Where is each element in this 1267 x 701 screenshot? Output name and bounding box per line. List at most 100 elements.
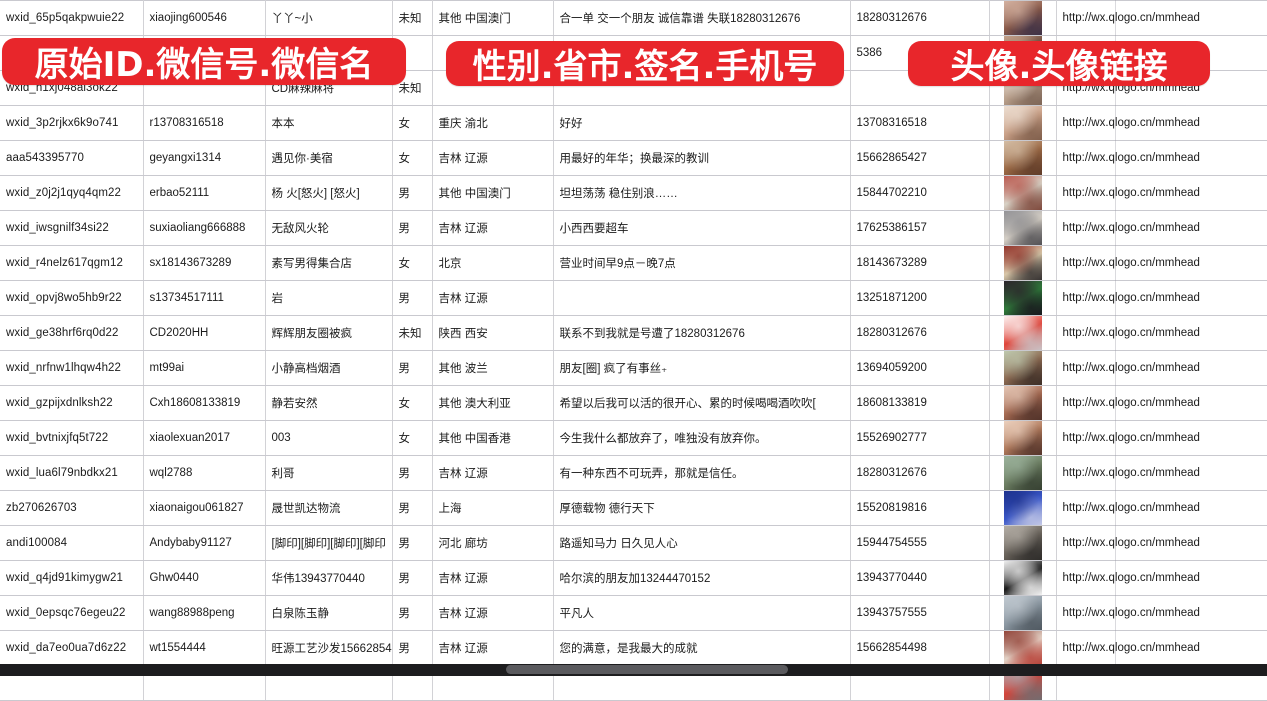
table-row[interactable]: wxid_65p5qakpwuie22 xiaojing600546 丫丫~小 未知其… xyxy=(0,0,1267,36)
cell-avatar-url[interactable]: http://wx.qlogo.cn/mmhead xyxy=(1056,140,1267,176)
cell-wechat-id[interactable]: mt99ai xyxy=(143,350,266,386)
cell-wechat-name[interactable]: 素写男得集合店 xyxy=(265,245,393,281)
cell-signature[interactable]: 坦坦荡荡 稳住别浪…… xyxy=(553,175,851,211)
cell-phone[interactable]: 13943757555 xyxy=(850,595,990,631)
cell-avatar-url[interactable]: http://wx.qlogo.cn/mmhead xyxy=(1056,490,1267,526)
cell-signature[interactable]: 有一种东西不可玩弄，那就是信任。 xyxy=(553,455,851,491)
cell-phone[interactable]: 13708316518 xyxy=(850,105,990,141)
cell-signature[interactable]: 您的满意，是我最大的成就 xyxy=(553,630,851,666)
cell-signature[interactable]: 营业时间早9点－晚7点 xyxy=(553,245,851,281)
cell-avatar[interactable] xyxy=(989,0,1057,36)
cell-wechat-name[interactable]: [脚印][脚印][脚印][脚印 xyxy=(265,525,393,561)
cell-signature[interactable]: 好好 xyxy=(553,105,851,141)
cell-avatar-url[interactable]: http://wx.qlogo.cn/mmhead xyxy=(1056,175,1267,211)
cell-phone[interactable]: 13943770440 xyxy=(850,560,990,596)
cell-phone[interactable]: 15662865427 xyxy=(850,140,990,176)
cell-gender[interactable]: 男 xyxy=(392,630,433,666)
cell-wechat-name[interactable]: 白泉陈玉静 xyxy=(265,595,393,631)
cell-phone[interactable]: 13251871200 xyxy=(850,280,990,316)
cell-original-id[interactable]: wxid_gzpijxdnlksh22 xyxy=(0,385,144,421)
cell-original-id[interactable]: wxid_65p5qakpwuie22 xyxy=(0,0,144,36)
cell-gender[interactable]: 未知 xyxy=(392,70,433,106)
table-row[interactable]: wxid_da7eo0ua7d6z22 wt1554444 旺源工艺沙发156628… xyxy=(0,630,1267,666)
cell-avatar[interactable] xyxy=(989,595,1057,631)
cell-wechat-id[interactable]: suxiaoliang666888 xyxy=(143,210,266,246)
cell-wechat-name[interactable]: 静若安然 xyxy=(265,385,393,421)
cell-original-id[interactable]: wxid_bvtnixjfq5t722 xyxy=(0,420,144,456)
cell-wechat-name[interactable]: 杨 火[怒火] [怒火] xyxy=(265,175,393,211)
cell-avatar-url[interactable]: http://wx.qlogo.cn/mmhead xyxy=(1056,385,1267,421)
cell-signature[interactable]: 厚德载物 德行天下 xyxy=(553,490,851,526)
cell-gender[interactable]: 未知 xyxy=(392,315,433,351)
cell-province[interactable]: 吉林 辽源 xyxy=(432,595,554,631)
cell-avatar[interactable] xyxy=(989,455,1057,491)
cell-gender[interactable]: 男 xyxy=(392,350,433,386)
cell-province[interactable]: 其他 波兰 xyxy=(432,350,554,386)
cell-wechat-id[interactable]: geyangxi1314 xyxy=(143,140,266,176)
cell-signature[interactable]: 哈尔滨的朋友加13244470152 xyxy=(553,560,851,596)
cell-phone[interactable]: 15662854498 xyxy=(850,630,990,666)
cell-avatar[interactable] xyxy=(989,245,1057,281)
cell-phone[interactable]: 15520819816 xyxy=(850,490,990,526)
cell-province[interactable]: 吉林 辽源 xyxy=(432,210,554,246)
table-row[interactable]: wxid_0epsqc76egeu22 wang88988peng 白泉陈玉静男吉林… xyxy=(0,595,1267,631)
cell-avatar-url[interactable]: http://wx.qlogo.cn/mmhead xyxy=(1056,420,1267,456)
cell-phone[interactable]: 13694059200 xyxy=(850,350,990,386)
horizontal-scrollbar-thumb[interactable] xyxy=(506,665,788,674)
cell-avatar-url[interactable]: http://wx.qlogo.cn/mmhead xyxy=(1056,0,1267,36)
cell-province[interactable]: 重庆 渝北 xyxy=(432,105,554,141)
cell-original-id[interactable]: wxid_ge38hrf6rq0d22 xyxy=(0,315,144,351)
cell-avatar[interactable] xyxy=(989,210,1057,246)
cell-gender[interactable]: 未知 xyxy=(392,0,433,36)
table-row[interactable]: wxid_3p2rjkx6k9o741 r13708316518 本本女重庆 渝北好… xyxy=(0,105,1267,141)
table-row[interactable]: wxid_bvtnixjfq5t722 xiaolexuan2017 003 女其他 … xyxy=(0,420,1267,456)
cell-wechat-name[interactable]: 无敌风火轮 xyxy=(265,210,393,246)
table-row[interactable]: wxid_q4jd91kimygw21 Ghw0440 华伟13943770440 男… xyxy=(0,560,1267,596)
cell-avatar[interactable] xyxy=(989,175,1057,211)
cell-signature[interactable]: 朋友[圈] 疯了有事丝₊ xyxy=(553,350,851,386)
table-row[interactable]: wxid_r4nelz617qgm12 sx18143673289 素写男得集合店女… xyxy=(0,245,1267,281)
cell-phone[interactable]: 18608133819 xyxy=(850,385,990,421)
cell-wechat-id[interactable]: xiaolexuan2017 xyxy=(143,420,266,456)
cell-avatar[interactable] xyxy=(989,315,1057,351)
cell-gender[interactable]: 男 xyxy=(392,560,433,596)
cell-wechat-id[interactable]: wql2788 xyxy=(143,455,266,491)
cell-wechat-name[interactable]: 旺源工艺沙发15662854 xyxy=(265,630,393,666)
cell-original-id[interactable]: wxid_da7eo0ua7d6z22 xyxy=(0,630,144,666)
cell-phone[interactable]: 15844702210 xyxy=(850,175,990,211)
cell-gender[interactable]: 男 xyxy=(392,280,433,316)
cell-province[interactable]: 其他 中国香港 xyxy=(432,420,554,456)
cell-province[interactable]: 北京 xyxy=(432,245,554,281)
cell-province[interactable]: 河北 廊坊 xyxy=(432,525,554,561)
cell-signature[interactable] xyxy=(553,280,851,316)
cell-avatar[interactable] xyxy=(989,490,1057,526)
cell-avatar-url[interactable]: http://wx.qlogo.cn/mmhead xyxy=(1056,245,1267,281)
cell-province[interactable]: 上海 xyxy=(432,490,554,526)
cell-avatar[interactable] xyxy=(989,560,1057,596)
cell-original-id[interactable]: wxid_z0j2j1qyq4qm22 xyxy=(0,175,144,211)
cell-avatar[interactable] xyxy=(989,350,1057,386)
cell-avatar[interactable] xyxy=(989,630,1057,666)
table-row[interactable]: wxid_iwsgnilf34si22 suxiaoliang666888 无敌风火… xyxy=(0,210,1267,246)
cell-original-id[interactable]: wxid_0epsqc76egeu22 xyxy=(0,595,144,631)
table-row[interactable]: wxid_lua6l79nbdkx21 wql2788 利哥男吉林 辽源 有一种东西不… xyxy=(0,455,1267,491)
cell-wechat-id[interactable]: s13734517111 xyxy=(143,280,266,316)
cell-province[interactable]: 吉林 辽源 xyxy=(432,560,554,596)
cell-province[interactable]: 吉林 辽源 xyxy=(432,280,554,316)
cell-wechat-id[interactable]: wang88988peng xyxy=(143,595,266,631)
table-row[interactable]: zb270626703 xiaonaigou061827 晟世凯达物流男上海 厚德载物… xyxy=(0,490,1267,526)
cell-province[interactable]: 其他 澳大利亚 xyxy=(432,385,554,421)
cell-original-id[interactable]: wxid_opvj8wo5hb9r22 xyxy=(0,280,144,316)
cell-wechat-name[interactable]: 本本 xyxy=(265,105,393,141)
cell-original-id[interactable]: wxid_lua6l79nbdkx21 xyxy=(0,455,144,491)
horizontal-scrollbar-track[interactable] xyxy=(0,664,1267,676)
cell-wechat-name[interactable]: 华伟13943770440 xyxy=(265,560,393,596)
cell-original-id[interactable]: wxid_3p2rjkx6k9o741 xyxy=(0,105,144,141)
cell-original-id[interactable]: wxid_r4nelz617qgm12 xyxy=(0,245,144,281)
cell-wechat-id[interactable]: r13708316518 xyxy=(143,105,266,141)
cell-wechat-name[interactable]: 小静高档烟酒 xyxy=(265,350,393,386)
cell-avatar[interactable] xyxy=(989,280,1057,316)
cell-wechat-name[interactable]: 遇见你·美宿 xyxy=(265,140,393,176)
